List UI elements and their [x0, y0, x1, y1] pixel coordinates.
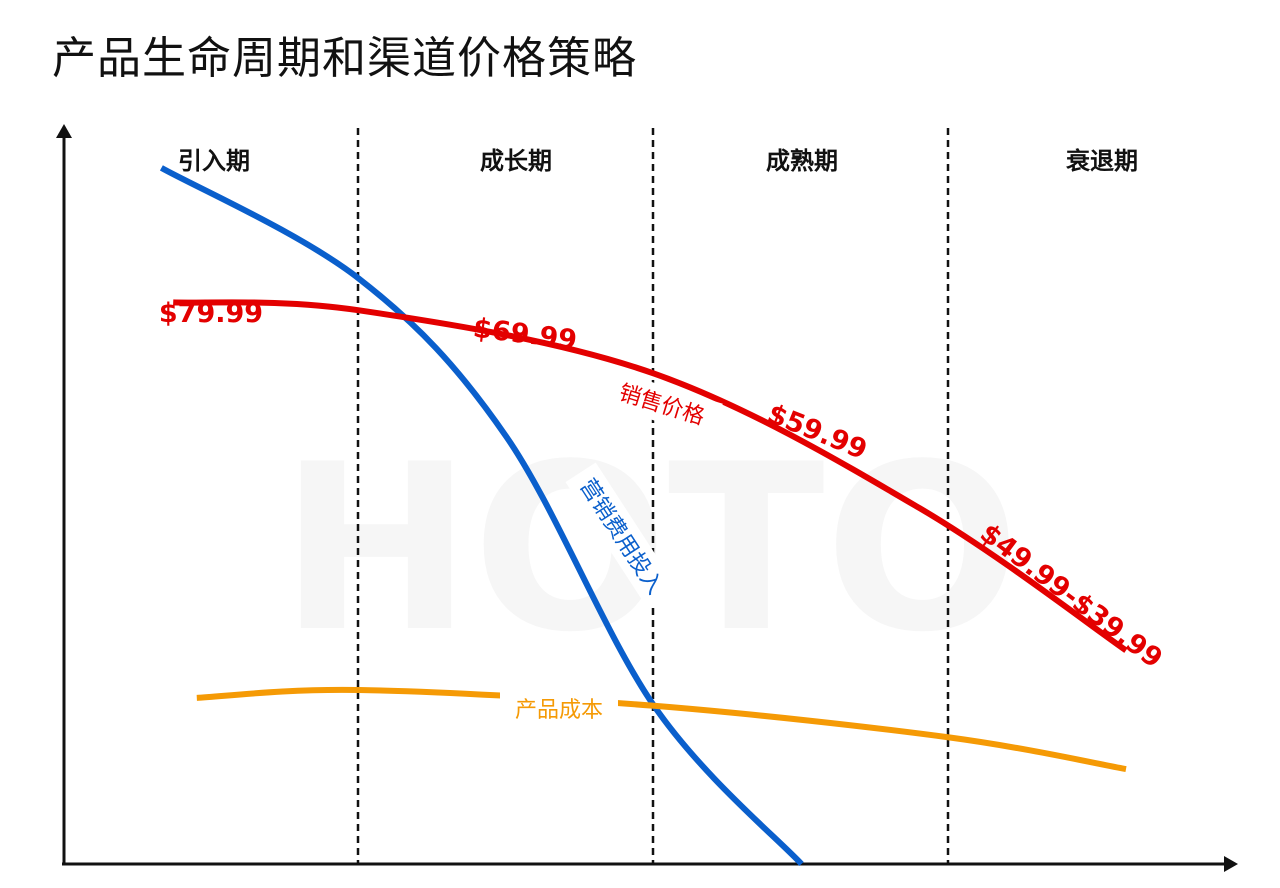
price-annotation: $79.99 [159, 298, 263, 329]
phase-label-growth: 成长期 [480, 147, 552, 175]
page-title: 产品生命周期和渠道价格策略 [52, 33, 637, 84]
x-axis-arrow [1224, 856, 1238, 872]
y-axis-arrow [56, 124, 72, 138]
product-cost-label: 产品成本 [515, 698, 603, 723]
product-cost-line [196, 686, 1127, 773]
price-annotation: $69.99 [471, 313, 578, 356]
phase-label-maturity: 成熟期 [766, 147, 838, 175]
phase-label-intro: 引入期 [178, 147, 250, 175]
cost-label-bg [500, 692, 618, 726]
price-line [173, 299, 1128, 653]
phase-label-decline: 衰退期 [1065, 147, 1138, 175]
marketing-cost-line [159, 165, 804, 867]
price-label-bg [601, 369, 723, 439]
marketing-label-bg [565, 462, 679, 610]
